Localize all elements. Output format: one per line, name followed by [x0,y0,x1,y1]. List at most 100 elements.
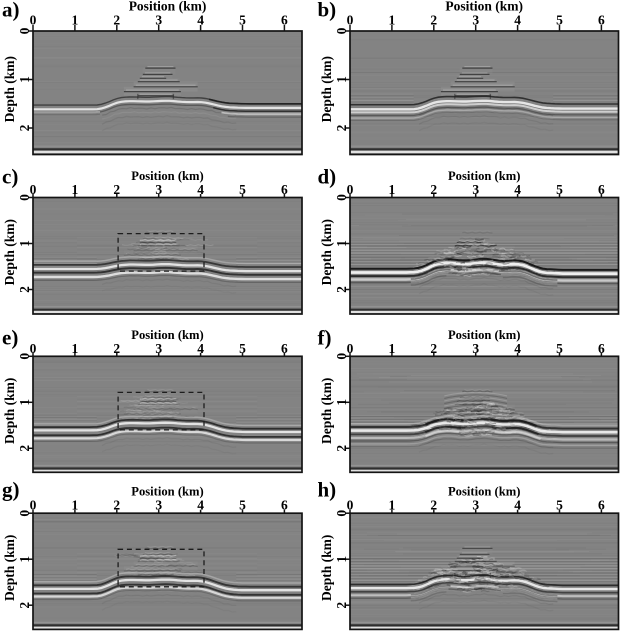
svg-text:Position (km): Position (km) [131,328,203,342]
svg-text:4: 4 [514,182,521,197]
svg-text:4: 4 [514,13,521,28]
svg-text:Depth (km): Depth (km) [319,56,334,122]
svg-text:0: 0 [347,341,354,356]
svg-text:3: 3 [155,498,162,513]
svg-text:3: 3 [155,13,162,28]
svg-text:2: 2 [17,602,32,609]
svg-text:3: 3 [472,341,479,356]
svg-text:g): g) [2,478,20,502]
svg-text:Depth (km): Depth (km) [2,378,17,444]
svg-text:Position (km): Position (km) [448,485,520,499]
svg-text:3: 3 [472,13,479,28]
svg-text:b): b) [318,0,337,22]
svg-text:1: 1 [17,556,32,563]
svg-text:Depth (km): Depth (km) [2,56,17,122]
svg-text:6: 6 [598,182,605,197]
svg-text:1: 1 [389,182,396,197]
svg-text:1: 1 [17,399,32,406]
svg-text:1: 1 [72,341,79,356]
svg-text:Depth (km): Depth (km) [319,535,334,601]
svg-text:5: 5 [239,13,246,28]
svg-text:1: 1 [17,76,32,83]
svg-text:1: 1 [334,240,349,247]
svg-text:5: 5 [556,341,563,356]
svg-text:2: 2 [17,124,32,131]
svg-text:2: 2 [113,498,120,513]
svg-text:3: 3 [155,341,162,356]
svg-text:Position (km): Position (km) [445,0,523,14]
svg-text:2: 2 [113,182,120,197]
svg-text:1: 1 [72,13,79,28]
svg-text:6: 6 [281,182,288,197]
svg-text:Position (km): Position (km) [448,328,520,342]
svg-text:0: 0 [334,353,349,360]
svg-text:2: 2 [17,445,32,452]
svg-text:0: 0 [17,353,32,360]
svg-text:2: 2 [17,286,32,293]
svg-text:3: 3 [155,182,162,197]
svg-text:5: 5 [556,182,563,197]
svg-text:5: 5 [239,498,246,513]
svg-text:Position (km): Position (km) [129,0,207,14]
svg-text:5: 5 [239,182,246,197]
svg-text:1: 1 [389,498,396,513]
svg-text:2: 2 [430,182,437,197]
svg-text:0: 0 [17,27,32,34]
svg-text:2: 2 [113,341,120,356]
svg-text:3: 3 [472,182,479,197]
svg-text:c): c) [2,165,18,189]
svg-text:Depth (km): Depth (km) [319,378,334,444]
svg-text:6: 6 [598,498,605,513]
svg-text:0: 0 [17,194,32,201]
svg-text:0: 0 [347,498,354,513]
svg-text:0: 0 [17,510,32,517]
svg-text:5: 5 [556,13,563,28]
svg-text:6: 6 [281,13,288,28]
svg-text:6: 6 [598,13,605,28]
svg-text:2: 2 [113,13,120,28]
svg-text:h): h) [318,478,337,502]
svg-text:0: 0 [334,27,349,34]
svg-text:1: 1 [389,13,396,28]
svg-text:5: 5 [556,498,563,513]
svg-text:4: 4 [197,498,204,513]
svg-text:5: 5 [239,341,246,356]
svg-text:Position (km): Position (km) [448,169,520,183]
svg-text:1: 1 [389,341,396,356]
svg-text:a): a) [2,0,20,22]
svg-text:1: 1 [72,498,79,513]
svg-text:2: 2 [334,445,349,452]
svg-text:0: 0 [347,13,354,28]
svg-text:0: 0 [334,510,349,517]
svg-text:6: 6 [281,341,288,356]
svg-text:Position (km): Position (km) [131,169,203,183]
svg-text:2: 2 [334,124,349,131]
svg-text:Depth (km): Depth (km) [2,219,17,285]
svg-text:0: 0 [30,182,37,197]
svg-text:4: 4 [197,182,204,197]
svg-text:3: 3 [472,498,479,513]
svg-text:2: 2 [334,286,349,293]
svg-text:Position (km): Position (km) [131,485,203,499]
svg-text:2: 2 [430,13,437,28]
svg-text:Depth (km): Depth (km) [319,219,334,285]
svg-text:0: 0 [347,182,354,197]
svg-text:d): d) [318,165,337,189]
svg-text:6: 6 [598,341,605,356]
svg-text:0: 0 [30,341,37,356]
svg-text:0: 0 [334,194,349,201]
svg-text:6: 6 [281,498,288,513]
svg-text:4: 4 [514,498,521,513]
svg-text:1: 1 [334,76,349,83]
svg-text:1: 1 [334,399,349,406]
svg-text:2: 2 [430,341,437,356]
svg-text:4: 4 [514,341,521,356]
svg-text:e): e) [2,326,18,350]
svg-text:0: 0 [30,13,37,28]
svg-text:2: 2 [334,602,349,609]
svg-text:f): f) [318,326,332,350]
svg-text:4: 4 [197,341,204,356]
svg-text:1: 1 [17,240,32,247]
svg-text:2: 2 [430,498,437,513]
svg-text:1: 1 [334,556,349,563]
